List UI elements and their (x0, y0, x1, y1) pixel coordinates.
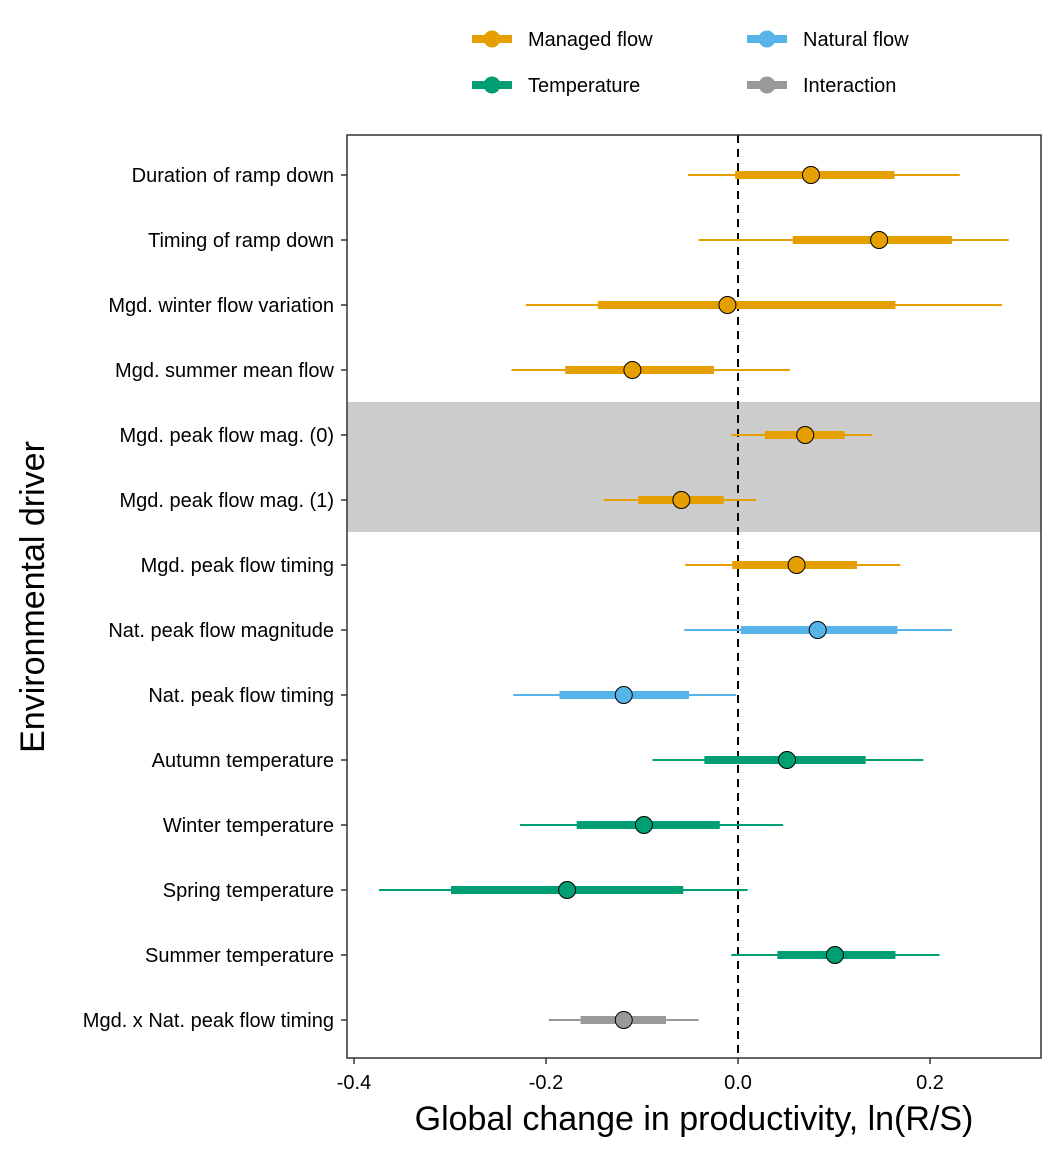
row-0 (688, 166, 960, 184)
y-tick-label: Mgd. peak flow mag. (1) (119, 490, 334, 512)
point-estimate (796, 426, 815, 444)
x-tick-label: 0.0 (724, 1072, 752, 1094)
point-estimate (777, 751, 796, 769)
row-4 (731, 426, 873, 444)
legend-label: Interaction (803, 75, 896, 97)
plot-panel (347, 135, 1041, 1058)
row-12 (731, 946, 940, 964)
y-tick-label: Mgd. peak flow timing (141, 555, 334, 577)
y-tick-label: Summer temperature (145, 945, 334, 967)
point-estimate (614, 1011, 633, 1029)
y-tick-label: Autumn temperature (152, 750, 334, 772)
x-axis-title: Global change in productivity, ln(R/S) (415, 1100, 974, 1138)
legend-key-point (483, 30, 501, 48)
y-tick-label: Mgd. winter flow variation (108, 295, 334, 317)
legend-item: Natural flow (747, 29, 909, 51)
row-13 (548, 1011, 699, 1029)
legend-key-point (758, 76, 776, 94)
point-estimate (808, 621, 827, 639)
row-7 (684, 621, 953, 639)
point-estimate (558, 881, 577, 899)
legend-item: Temperature (472, 75, 640, 97)
x-tick-label: 0.2 (916, 1072, 944, 1094)
marks (378, 166, 1009, 1029)
y-tick-label: Duration of ramp down (132, 165, 334, 187)
y-tick-label: Spring temperature (163, 880, 334, 902)
point-estimate (825, 946, 844, 964)
y-tick-label: Nat. peak flow magnitude (108, 620, 334, 642)
row-8 (513, 686, 737, 704)
point-estimate (787, 556, 806, 574)
x-axis: -0.4 -0.2 0.0 0.2 (337, 1058, 944, 1094)
y-axis-title: Environmental driver (14, 441, 52, 753)
y-tick-label: Mgd. summer mean flow (115, 360, 335, 382)
legend-label: Natural flow (803, 29, 909, 51)
legend: Managed flow Natural flow Temperature Inter… (472, 29, 909, 97)
x-tick-label: -0.4 (337, 1072, 371, 1094)
row-6 (685, 556, 901, 574)
row-10 (520, 816, 784, 834)
y-tick-label: Timing of ramp down (148, 230, 334, 252)
row-3 (511, 361, 790, 379)
legend-label: Temperature (528, 75, 640, 97)
highlight-band (347, 402, 1041, 532)
point-estimate (718, 296, 737, 314)
point-estimate (870, 231, 889, 249)
row-1 (698, 231, 1009, 249)
point-estimate (801, 166, 820, 184)
x-tick-label: -0.2 (529, 1072, 563, 1094)
y-tick-label: Mgd. x Nat. peak flow timing (83, 1010, 334, 1032)
legend-label: Managed flow (528, 29, 653, 51)
legend-key-point (483, 76, 501, 94)
plot-border (346, 134, 1042, 1059)
y-tick-label: Winter temperature (163, 815, 334, 837)
point-estimate (634, 816, 653, 834)
point-estimate (614, 686, 633, 704)
row-2 (525, 296, 1002, 314)
legend-item: Managed flow (472, 29, 653, 51)
row-9 (652, 751, 924, 769)
legend-item: Interaction (747, 75, 896, 97)
row-5 (603, 491, 757, 509)
y-axis: Duration of ramp down Timing of ramp down… (83, 165, 347, 1032)
y-tick-label: Mgd. peak flow mag. (0) (119, 425, 334, 447)
point-estimate (623, 361, 642, 379)
legend-key-point (758, 30, 776, 48)
y-tick-label: Nat. peak flow timing (148, 685, 334, 707)
point-estimate (672, 491, 691, 509)
row-11 (378, 881, 748, 899)
